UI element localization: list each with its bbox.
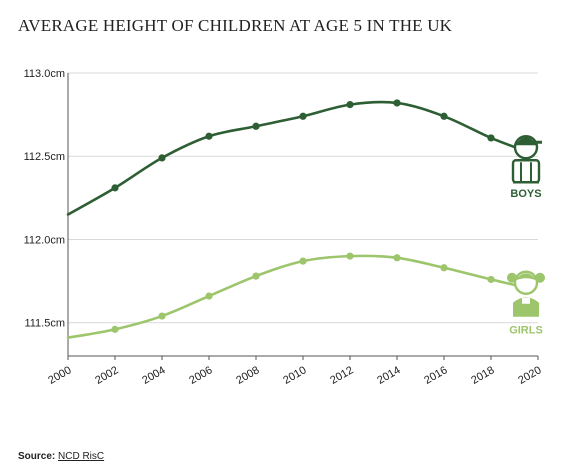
- series-icons: BOYS GIRLS: [507, 135, 545, 337]
- x-tick-label: 2004: [140, 364, 167, 387]
- source-link[interactable]: NCD RisC: [58, 451, 105, 462]
- girl-collar: [522, 297, 530, 304]
- grid: [68, 72, 538, 324]
- girls-point: [393, 254, 401, 262]
- boys-point: [158, 154, 166, 162]
- girls-point: [205, 292, 213, 300]
- boy-body: [511, 159, 541, 184]
- x-tick-label: 2020: [516, 364, 543, 387]
- x-tick-label: 2008: [234, 364, 261, 387]
- boys-point: [111, 184, 119, 192]
- boys-point: [487, 134, 495, 142]
- boys-line: [66, 100, 528, 216]
- x-tick-label: 2012: [328, 364, 355, 387]
- x-tick-label: 2014: [375, 364, 402, 387]
- boys-series-label: BOYS: [510, 188, 541, 200]
- boys-point: [252, 122, 260, 130]
- x-tick-label: 2002: [93, 364, 120, 387]
- boys-point: [393, 99, 401, 107]
- girls-point: [252, 272, 260, 280]
- girl-hair: [515, 273, 537, 281]
- boys-point: [205, 132, 213, 140]
- axes: 111.5cm 112.0cm 112.5cm 113.0cm 2000 2002 2004…: [24, 68, 544, 387]
- girl-icon: [507, 270, 545, 317]
- girls-point: [299, 257, 307, 265]
- source-label: Source:: [18, 451, 56, 462]
- girls-line: [66, 254, 528, 339]
- source-note: Source: NCD RisC: [18, 451, 104, 462]
- girls-point: [158, 312, 166, 320]
- series: [66, 99, 528, 339]
- x-tick-label: 2006: [187, 364, 214, 387]
- boys-point: [440, 112, 448, 120]
- girls-point: [346, 252, 354, 260]
- y-tick-label: 113.0cm: [24, 68, 65, 80]
- girls-point: [440, 264, 448, 272]
- boy-icon: [511, 135, 542, 184]
- x-tick-label: 2000: [46, 364, 73, 387]
- girl-body: [513, 297, 539, 317]
- girls-point: [487, 275, 495, 284]
- girls-series-label: GIRLS: [509, 325, 543, 337]
- y-tick-label: 112.5cm: [24, 151, 65, 163]
- y-tick-label: 111.5cm: [24, 318, 65, 330]
- girls-point: [111, 325, 119, 333]
- x-tick-label: 2016: [422, 364, 449, 387]
- y-tick-label: 112.0cm: [24, 234, 65, 246]
- x-tick-label: 2018: [469, 364, 496, 387]
- chart-title: AVERAGE HEIGHT OF CHILDREN AT AGE 5 IN T…: [18, 16, 453, 35]
- line-chart: 111.5cm 112.0cm 112.5cm 113.0cm 2000 2002 2004…: [24, 68, 545, 387]
- boys-point: [299, 112, 307, 120]
- x-tick-label: 2010: [281, 364, 308, 387]
- boys-point: [346, 101, 354, 109]
